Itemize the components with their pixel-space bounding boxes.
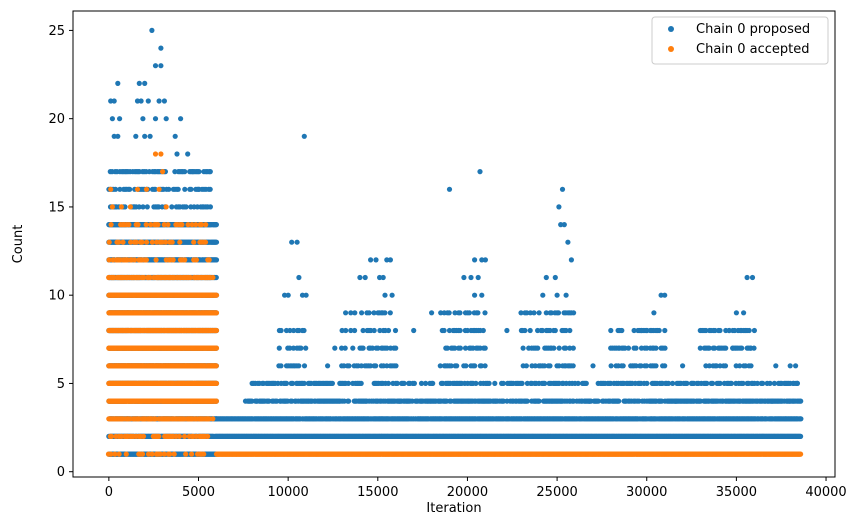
points-layer	[105, 27, 804, 457]
proposed-point	[188, 186, 194, 192]
proposed-point	[117, 186, 123, 192]
proposed-point	[182, 169, 188, 175]
proposed-point	[213, 239, 220, 245]
proposed-point	[798, 416, 804, 422]
proposed-point	[798, 433, 804, 439]
proposed-point	[524, 398, 530, 404]
proposed-point	[183, 204, 189, 210]
proposed-point	[207, 204, 213, 210]
proposed-point	[207, 169, 213, 175]
proposed-point	[122, 204, 128, 210]
proposed-point	[182, 186, 188, 192]
proposed-point	[169, 204, 175, 210]
proposed-point	[113, 186, 119, 192]
proposed-point	[152, 186, 158, 192]
proposed-point	[175, 186, 181, 192]
proposed-point	[166, 186, 172, 192]
proposed-point	[595, 398, 601, 404]
proposed-point	[207, 186, 213, 192]
proposed-point	[127, 186, 133, 192]
proposed-point	[144, 204, 150, 210]
proposed-point	[536, 398, 542, 404]
proposed-point	[196, 169, 202, 175]
proposed-point	[140, 204, 146, 210]
proposed-point	[213, 257, 220, 263]
proposed-point	[213, 222, 219, 228]
proposed-point	[616, 398, 622, 404]
proposed-point	[346, 398, 352, 404]
proposed-point	[136, 204, 142, 210]
